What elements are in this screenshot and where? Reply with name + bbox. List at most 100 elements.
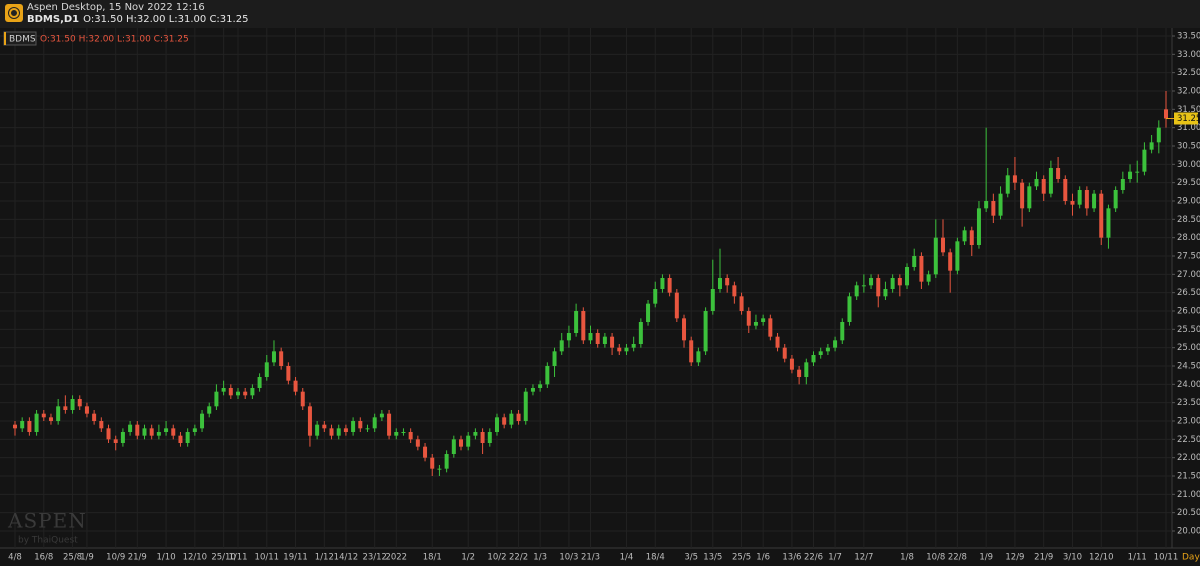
candle-body — [847, 296, 852, 322]
candle-body — [926, 274, 931, 282]
candle-body — [660, 278, 665, 289]
candle-body — [761, 318, 766, 322]
candle-body — [236, 391, 241, 396]
candle-body — [861, 285, 866, 287]
candle-body — [739, 296, 744, 311]
candle-body — [1135, 171, 1140, 173]
candle-body — [293, 380, 298, 392]
y-tick-label: 32.50 — [1177, 68, 1200, 78]
candle-body — [401, 432, 406, 433]
candle-body — [581, 311, 586, 341]
candle-body — [984, 201, 989, 209]
candle-body — [674, 292, 679, 319]
x-tick-label: 1/9 — [979, 553, 993, 563]
x-tick-label: 1/11 — [228, 553, 247, 563]
candle-body — [149, 428, 154, 436]
y-tick-label: 31.00 — [1177, 123, 1200, 133]
x-tick-label: 22/2 — [509, 553, 528, 563]
candle-body — [1020, 182, 1025, 209]
candle-body — [574, 311, 579, 333]
x-tick-label: 12/9 — [1005, 553, 1024, 563]
candle-body — [667, 278, 672, 293]
candle-body — [120, 432, 125, 443]
candle-body — [948, 252, 953, 271]
x-tick-label: 1/11 — [1128, 553, 1147, 563]
x-tick-label: 1/8 — [900, 553, 914, 563]
x-tick-label: 14/12 — [334, 553, 359, 563]
y-tick-label: 26.50 — [1177, 288, 1200, 298]
symbol-line: BDMS,D1 O:31.50 H:32.00 L:31.00 C:31.25 — [27, 14, 248, 25]
candle-body — [307, 406, 312, 436]
y-tick-label: 22.00 — [1177, 453, 1200, 463]
candle-body — [487, 432, 492, 443]
x-tick-label: 4/8 — [8, 553, 22, 563]
candle-body — [1164, 109, 1168, 119]
candle-body — [552, 351, 557, 366]
candle-body — [840, 322, 845, 341]
x-tick-label: 10/3 — [559, 553, 578, 563]
candle-body — [243, 391, 248, 396]
candle-body — [351, 421, 356, 432]
candle-body — [185, 432, 190, 443]
candle-body — [13, 424, 17, 429]
x-tick-label: 21/3 — [581, 553, 600, 563]
candle-body — [703, 311, 708, 352]
x-tick-label: 10/2 — [487, 553, 506, 563]
candle-body — [538, 384, 543, 388]
candle-body — [343, 428, 348, 432]
x-tick-label: 18/1 — [423, 553, 442, 563]
candle-body — [710, 289, 715, 311]
candle-body — [962, 230, 967, 242]
x-tick-label: 10/11 — [1154, 553, 1179, 563]
x-tick-label: 25/8 — [63, 553, 82, 563]
candle-body — [530, 388, 535, 392]
candle-body — [250, 388, 255, 396]
candle-body — [423, 446, 428, 458]
candle-body — [92, 413, 97, 421]
candle-body — [257, 377, 262, 388]
candle-body — [631, 344, 636, 348]
y-tick-label: 33.00 — [1177, 50, 1200, 60]
x-tick-label: 12/10 — [183, 553, 208, 563]
x-tick-label: 25/5 — [732, 553, 751, 563]
candle-body — [494, 417, 499, 432]
candle-body — [876, 278, 881, 297]
candle-body — [451, 439, 456, 454]
candle-body — [171, 428, 176, 436]
candle-body — [214, 391, 219, 407]
candle-body — [128, 424, 133, 432]
candle-body — [192, 428, 197, 432]
legend-symbol: BDMS — [9, 35, 36, 45]
x-tick-label: 10/8 — [926, 553, 945, 563]
candle-body — [394, 432, 399, 436]
candle-body — [430, 457, 435, 469]
x-tick-label: 13/5 — [703, 553, 722, 563]
app-icon — [5, 4, 23, 22]
candle-body — [473, 432, 478, 436]
y-tick-label: 20.00 — [1177, 527, 1200, 537]
y-tick-label: 31.50 — [1177, 105, 1200, 115]
x-tick-label: 3/10 — [1063, 553, 1082, 563]
x-tick-label: 1/3 — [533, 553, 547, 563]
candle-body — [509, 413, 514, 425]
candle-body — [602, 336, 607, 344]
candle-body — [336, 428, 341, 436]
y-tick-label: 25.50 — [1177, 325, 1200, 335]
candle-body — [221, 388, 226, 392]
x-tick-label: 18/4 — [646, 553, 665, 563]
candle-body — [545, 366, 550, 385]
candle-body — [27, 421, 32, 432]
candle-body — [811, 355, 816, 363]
candle-body — [106, 428, 111, 440]
candle-body — [1149, 142, 1154, 150]
y-tick-label: 23.50 — [1177, 398, 1200, 408]
candle-body — [178, 435, 183, 443]
candle-body — [365, 428, 370, 430]
candle-body — [617, 347, 622, 352]
candle-body — [1084, 190, 1089, 209]
candle-body — [358, 421, 363, 429]
candle-body — [48, 417, 53, 421]
candle-body — [732, 285, 737, 297]
y-tick-label: 29.00 — [1177, 197, 1200, 207]
candle-body — [84, 406, 89, 414]
